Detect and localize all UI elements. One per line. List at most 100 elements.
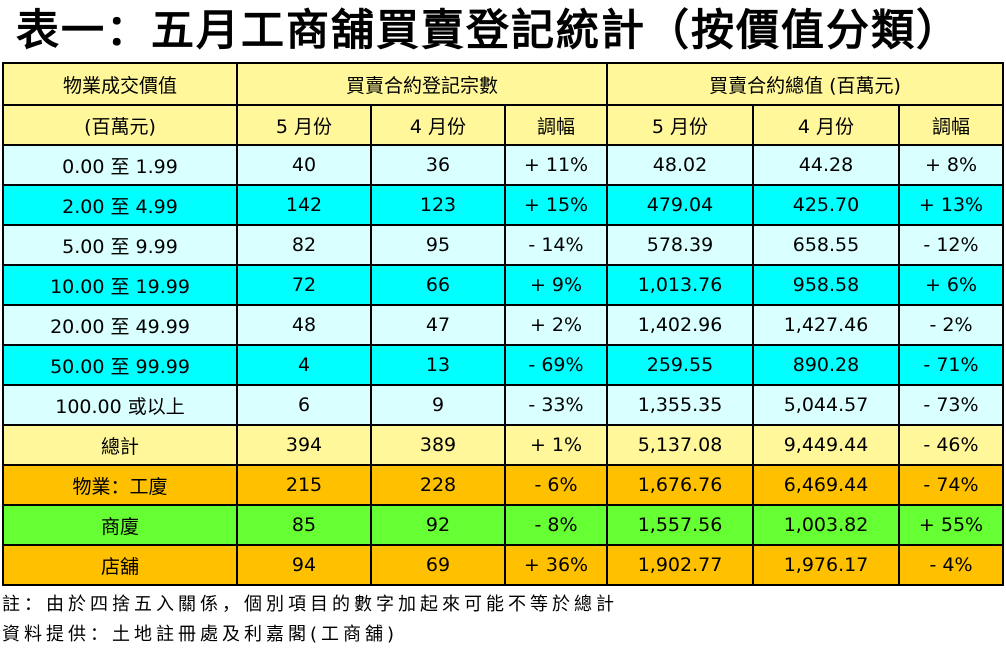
value-apr: 1,003.82 — [752, 504, 900, 546]
count-may: 82 — [236, 224, 372, 266]
header-count-apr: 4 月份 — [370, 104, 506, 146]
count-apr: 92 — [370, 504, 506, 546]
count-change: + 36% — [504, 544, 608, 586]
count-apr: 389 — [370, 424, 506, 466]
count-may: 394 — [236, 424, 372, 466]
value-change: - 4% — [898, 544, 1004, 586]
count-change: - 69% — [504, 344, 608, 386]
count-change: + 1% — [504, 424, 608, 466]
value-change: + 6% — [898, 264, 1004, 306]
value-apr: 44.28 — [752, 144, 900, 186]
type-label: 商廈 — [2, 504, 238, 546]
row-label: 0.00 至 1.99 — [2, 144, 238, 186]
value-may: 1,355.35 — [606, 384, 754, 426]
header-row-2: (百萬元) 5 月份 4 月份 調幅 5 月份 4 月份 調幅 — [2, 104, 1004, 146]
value-change: - 2% — [898, 304, 1004, 346]
total-row: 總計 394 389 + 1% 5,137.08 9,449.44 - 46% — [2, 424, 1004, 466]
value-apr: 425.70 — [752, 184, 900, 226]
count-change: + 15% — [504, 184, 608, 226]
value-apr: 658.55 — [752, 224, 900, 266]
count-change: - 33% — [504, 384, 608, 426]
row-label: 10.00 至 19.99 — [2, 264, 238, 306]
value-may: 1,676.76 — [606, 464, 754, 506]
count-apr: 66 — [370, 264, 506, 306]
count-apr: 123 — [370, 184, 506, 226]
header-value-apr: 4 月份 — [752, 104, 900, 146]
value-change: - 71% — [898, 344, 1004, 386]
value-apr: 1,976.17 — [752, 544, 900, 586]
count-may: 4 — [236, 344, 372, 386]
count-apr: 9 — [370, 384, 506, 426]
count-apr: 13 — [370, 344, 506, 386]
count-may: 48 — [236, 304, 372, 346]
count-apr: 95 — [370, 224, 506, 266]
value-change: + 13% — [898, 184, 1004, 226]
row-label: 50.00 至 99.99 — [2, 344, 238, 386]
count-may: 142 — [236, 184, 372, 226]
table-row: 20.00 至 49.99 48 47 + 2% 1,402.96 1,427.… — [2, 304, 1004, 346]
header-row-1: 物業成交價值 買賣合約登記宗數 買賣合約總值 (百萬元) — [2, 62, 1004, 106]
table-row: 5.00 至 9.99 82 95 - 14% 578.39 658.55 - … — [2, 224, 1004, 266]
value-change: - 74% — [898, 464, 1004, 506]
count-may: 72 — [236, 264, 372, 306]
source-note: 資料提供：土地註冊處及利嘉閣(工商舖) — [2, 624, 399, 645]
header-count-change: 調幅 — [504, 104, 608, 146]
value-may: 259.55 — [606, 344, 754, 386]
count-change: + 9% — [504, 264, 608, 306]
value-may: 1,013.76 — [606, 264, 754, 306]
value-may: 1,402.96 — [606, 304, 754, 346]
header-value-may: 5 月份 — [606, 104, 754, 146]
value-may: 48.02 — [606, 144, 754, 186]
count-may: 215 — [236, 464, 372, 506]
total-label: 總計 — [2, 424, 238, 466]
table-row: 50.00 至 99.99 4 13 - 69% 259.55 890.28 -… — [2, 344, 1004, 386]
statistics-table: 物業成交價值 買賣合約登記宗數 買賣合約總值 (百萬元) (百萬元) 5 月份 … — [2, 62, 1004, 586]
header-value-change: 調幅 — [898, 104, 1004, 146]
value-change: - 46% — [898, 424, 1004, 466]
count-apr: 228 — [370, 464, 506, 506]
count-may: 85 — [236, 504, 372, 546]
count-change: + 2% — [504, 304, 608, 346]
page-title: 表一：五月工商舖買賣登記統計（按價值分類） — [16, 6, 961, 56]
header-price-range: 物業成交價值 — [2, 62, 238, 106]
type-row-shop: 店舖 94 69 + 36% 1,902.77 1,976.17 - 4% — [2, 544, 1004, 586]
value-apr: 890.28 — [752, 344, 900, 386]
value-apr: 958.58 — [752, 264, 900, 306]
type-row-industrial: 物業：工廈 215 228 - 6% 1,676.76 6,469.44 - 7… — [2, 464, 1004, 506]
value-change: - 12% — [898, 224, 1004, 266]
rounding-note: 註：由於四捨五入關係，個別項目的數字加起來可能不等於總計 — [2, 594, 618, 615]
value-change: - 73% — [898, 384, 1004, 426]
value-apr: 6,469.44 — [752, 464, 900, 506]
value-apr: 9,449.44 — [752, 424, 900, 466]
value-change: + 8% — [898, 144, 1004, 186]
row-label: 20.00 至 49.99 — [2, 304, 238, 346]
value-may: 479.04 — [606, 184, 754, 226]
count-apr: 36 — [370, 144, 506, 186]
table-row: 0.00 至 1.99 40 36 + 11% 48.02 44.28 + 8% — [2, 144, 1004, 186]
value-may: 5,137.08 — [606, 424, 754, 466]
table-row: 2.00 至 4.99 142 123 + 15% 479.04 425.70 … — [2, 184, 1004, 226]
value-apr: 1,427.46 — [752, 304, 900, 346]
count-apr: 69 — [370, 544, 506, 586]
count-apr: 47 — [370, 304, 506, 346]
value-may: 1,902.77 — [606, 544, 754, 586]
type-label: 物業：工廈 — [2, 464, 238, 506]
count-may: 40 — [236, 144, 372, 186]
type-row-commercial: 商廈 85 92 - 8% 1,557.56 1,003.82 + 55% — [2, 504, 1004, 546]
count-may: 94 — [236, 544, 372, 586]
count-change: - 6% — [504, 464, 608, 506]
header-contract-value: 買賣合約總值 (百萬元) — [606, 62, 1004, 106]
value-apr: 5,044.57 — [752, 384, 900, 426]
header-count-may: 5 月份 — [236, 104, 372, 146]
row-label: 100.00 或以上 — [2, 384, 238, 426]
row-label: 2.00 至 4.99 — [2, 184, 238, 226]
count-may: 6 — [236, 384, 372, 426]
count-change: - 8% — [504, 504, 608, 546]
type-label: 店舖 — [2, 544, 238, 586]
value-may: 1,557.56 — [606, 504, 754, 546]
table-row: 100.00 或以上 6 9 - 33% 1,355.35 5,044.57 -… — [2, 384, 1004, 426]
header-unit: (百萬元) — [2, 104, 238, 146]
header-contract-count: 買賣合約登記宗數 — [236, 62, 608, 106]
table-row: 10.00 至 19.99 72 66 + 9% 1,013.76 958.58… — [2, 264, 1004, 306]
value-may: 578.39 — [606, 224, 754, 266]
